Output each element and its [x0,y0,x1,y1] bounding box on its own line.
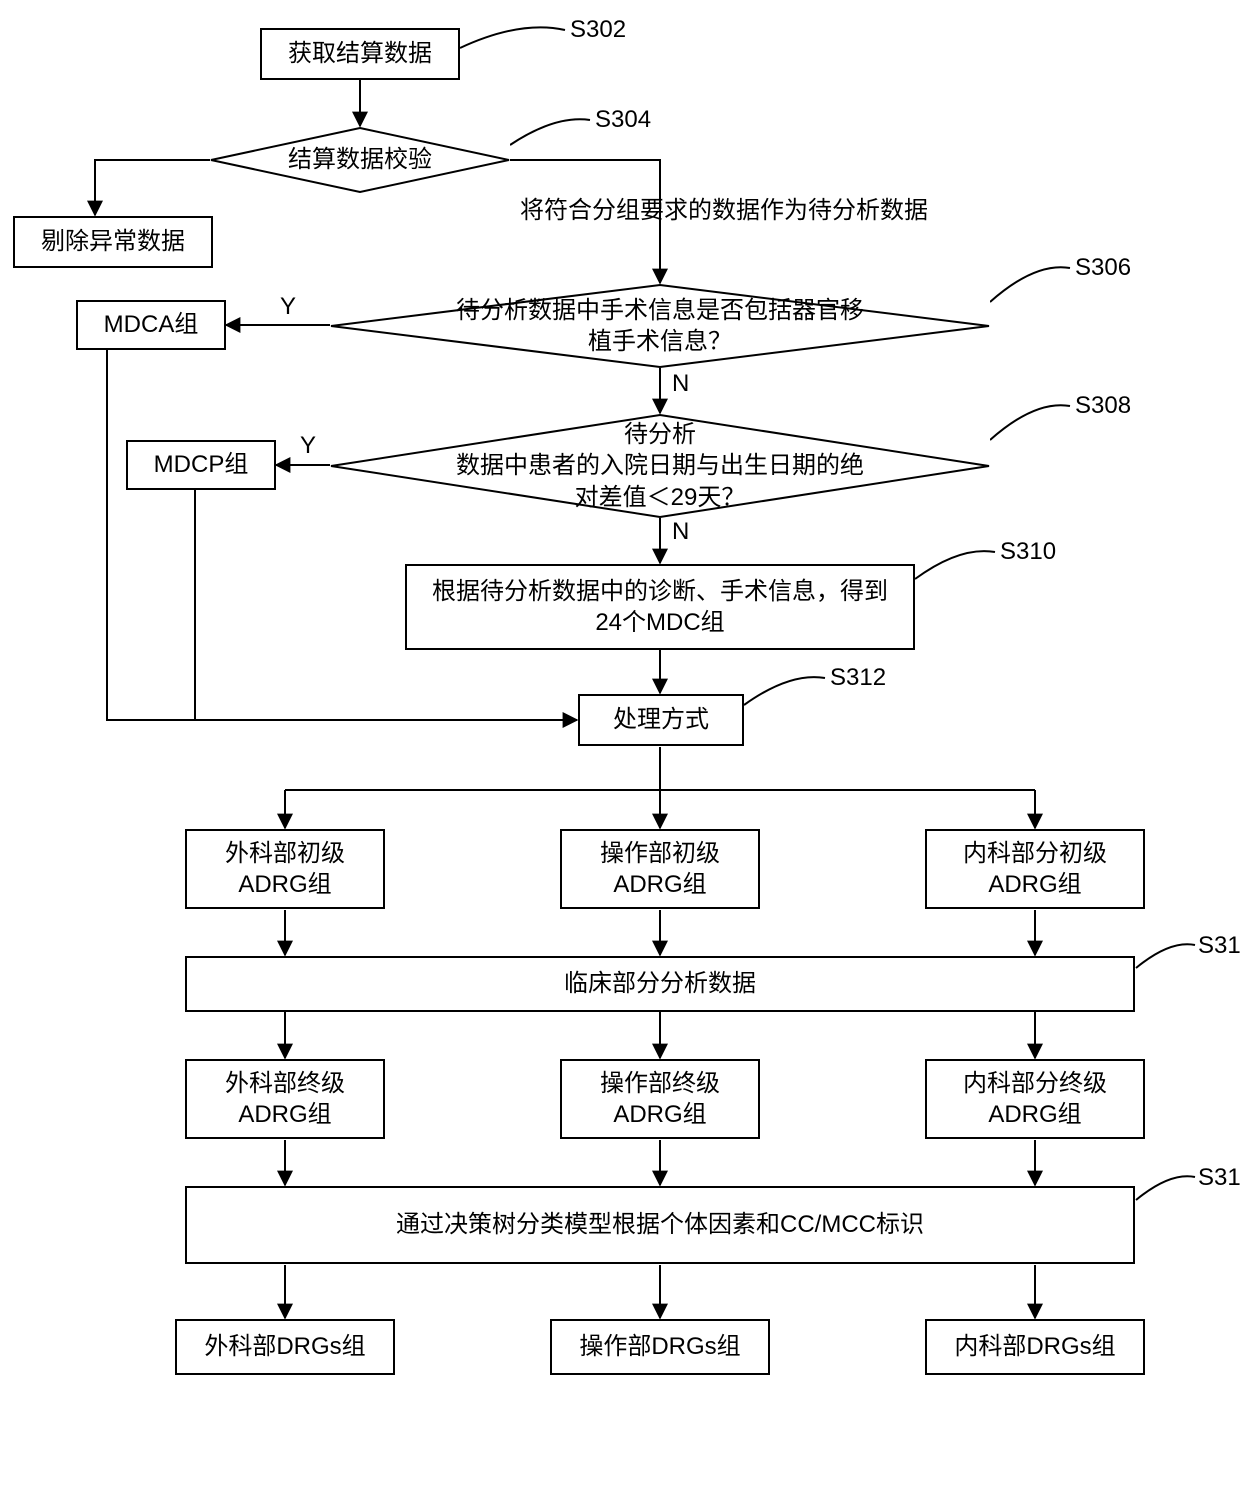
step-label-s310: S310 [1000,538,1056,566]
node-label: 外科部DRGs组 [204,1331,365,1362]
node-adrg-internal-final: 内科部分终级 ADRG组 [925,1059,1145,1139]
node-label: 操作部终级 ADRG组 [600,1068,720,1130]
node-label: 根据待分析数据中的诊断、手术信息，得到 24个MDC组 [432,576,888,638]
node-label: 外科部终级 ADRG组 [225,1068,345,1130]
node-label: 处理方式 [613,704,709,735]
node-s308: 待分析 数据中患者的入院日期与出生日期的绝 对差值＜29天？ [330,414,990,518]
step-label-s304: S304 [595,106,651,134]
diamond-label: 待分析数据中手术信息是否包括器官移 植手术信息？ [456,295,864,357]
node-adrg-op-final: 操作部终级 ADRG组 [560,1059,760,1139]
node-drgs-op: 操作部DRGs组 [550,1319,770,1375]
step-label-s306: S306 [1075,254,1131,282]
node-adrg-op-primary: 操作部初级 ADRG组 [560,829,760,909]
node-acquire-data: 获取结算数据 [260,28,460,80]
node-mdca: MDCA组 [76,300,226,350]
node-drgs-surgery: 外科部DRGs组 [175,1319,395,1375]
step-label-s314: S314 [1198,932,1240,960]
node-s306: 待分析数据中手术信息是否包括器官移 植手术信息？ [330,284,990,368]
node-label: 内科部DRGs组 [954,1331,1115,1362]
branch-n: N [672,518,689,546]
node-reject-abnormal: 剔除异常数据 [13,216,213,268]
node-adrg-surgery-primary: 外科部初级 ADRG组 [185,829,385,909]
step-label-s312: S312 [830,664,886,692]
edge-label-pass: 将符合分组要求的数据作为待分析数据 [520,190,928,225]
node-label: 临床部分分析数据 [564,968,756,999]
branch-n: N [672,370,689,398]
node-s314: 临床部分分析数据 [185,956,1135,1012]
node-label: 操作部初级 ADRG组 [600,838,720,900]
branch-y: Y [280,293,296,321]
node-adrg-surgery-final: 外科部终级 ADRG组 [185,1059,385,1139]
node-label: MDCP组 [154,449,249,480]
branch-y: Y [300,432,316,460]
node-label: 内科部分终级 ADRG组 [963,1068,1107,1130]
node-label: 获取结算数据 [288,38,432,69]
step-label-s316: S316 [1198,1164,1240,1192]
node-label: 通过决策树分类模型根据个体因素和CC/MCC标识 [396,1209,924,1240]
diamond-label: 结算数据校验 [288,144,432,175]
node-label: 剔除异常数据 [41,226,185,257]
node-adrg-internal-primary: 内科部分初级 ADRG组 [925,829,1145,909]
node-mdcp: MDCP组 [126,440,276,490]
node-validate-data: 结算数据校验 [210,127,510,193]
node-label: 外科部初级 ADRG组 [225,838,345,900]
node-label: MDCA组 [104,309,199,340]
node-s316: 通过决策树分类模型根据个体因素和CC/MCC标识 [185,1186,1135,1264]
node-s310: 根据待分析数据中的诊断、手术信息，得到 24个MDC组 [405,564,915,650]
step-label-s308: S308 [1075,392,1131,420]
node-label: 操作部DRGs组 [579,1331,740,1362]
node-label: 内科部分初级 ADRG组 [963,838,1107,900]
node-drgs-internal: 内科部DRGs组 [925,1319,1145,1375]
diamond-label: 待分析 数据中患者的入院日期与出生日期的绝 对差值＜29天？ [456,419,864,513]
node-s312: 处理方式 [578,694,744,746]
step-label-s302: S302 [570,16,626,44]
